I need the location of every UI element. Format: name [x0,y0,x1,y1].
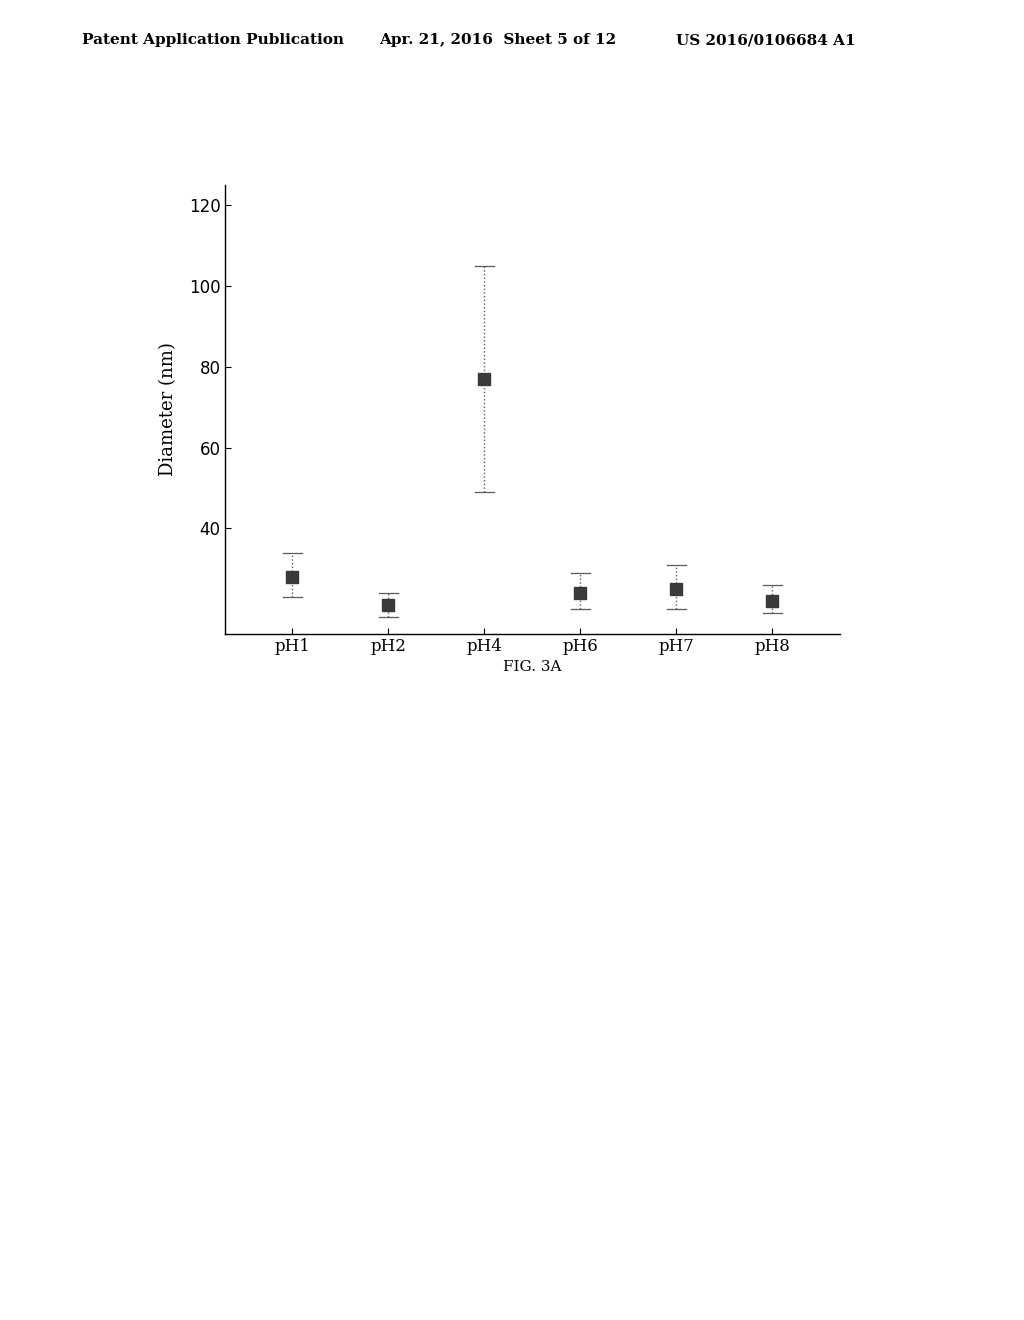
Text: Apr. 21, 2016  Sheet 5 of 12: Apr. 21, 2016 Sheet 5 of 12 [379,33,616,48]
Text: US 2016/0106684 A1: US 2016/0106684 A1 [676,33,855,48]
Point [285,566,301,587]
Point [476,368,493,389]
Text: FIG. 3A: FIG. 3A [503,660,562,673]
Point [572,582,589,603]
Point [669,578,685,599]
Text: Patent Application Publication: Patent Application Publication [82,33,344,48]
Y-axis label: Diameter (nm): Diameter (nm) [160,342,177,477]
Point [380,595,396,616]
Point [764,590,780,611]
